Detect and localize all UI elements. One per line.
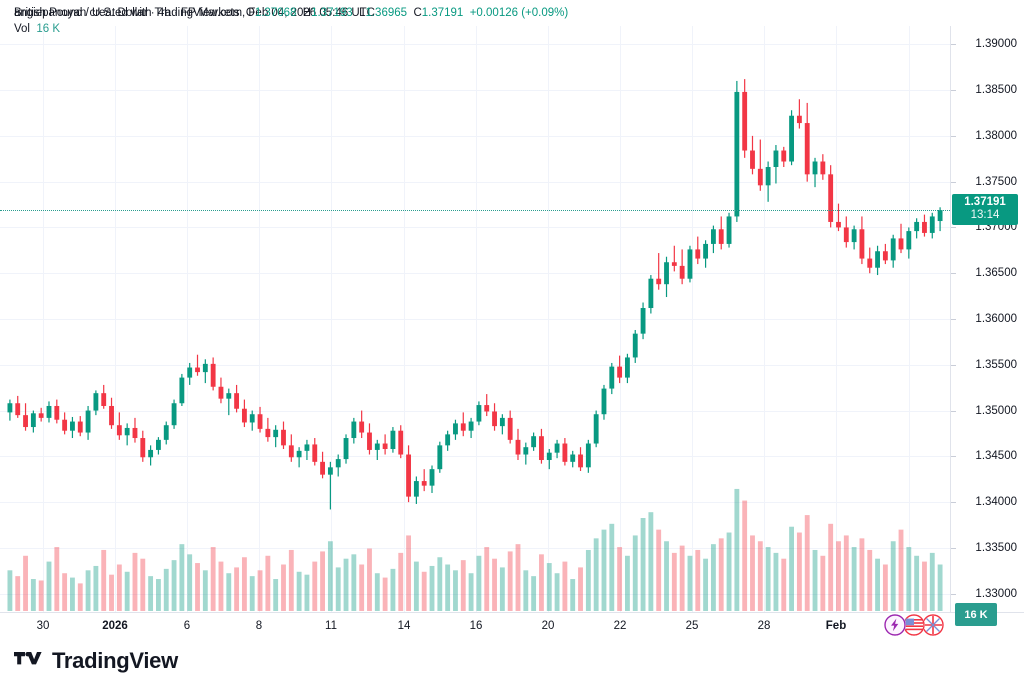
price-axis-tick-mark — [951, 136, 956, 137]
price-axis-tick-label: 1.36000 — [975, 313, 1017, 325]
uk-flag-icon[interactable] — [922, 614, 944, 636]
grid-line-horizontal — [0, 502, 950, 503]
grid-line-horizontal — [0, 456, 950, 457]
grid-line-vertical — [404, 26, 405, 612]
grid-line-vertical — [548, 26, 549, 612]
grid-line-horizontal — [0, 273, 950, 274]
grid-line-vertical — [764, 26, 765, 612]
tradingview-footer: TradingView — [14, 650, 178, 672]
price-axis-tick-mark — [951, 273, 956, 274]
grid-line-horizontal — [0, 365, 950, 366]
current-price-time: 13:14 — [970, 208, 1000, 221]
price-axis-tick-mark — [951, 182, 956, 183]
price-axis-tick-label: 1.39000 — [975, 38, 1017, 51]
price-axis-tick-mark — [951, 90, 956, 91]
grid-line-vertical — [331, 26, 332, 612]
price-axis-tick-mark — [951, 594, 956, 595]
grid-line-vertical — [692, 26, 693, 612]
legend-close-value: 1.37191 — [421, 7, 464, 19]
price-axis-tick-mark — [951, 365, 956, 366]
volume-badge: 16 K — [955, 603, 997, 626]
grid-line-horizontal — [0, 136, 950, 137]
time-axis-tick-label: Feb — [825, 620, 847, 632]
grid-line-horizontal — [0, 90, 950, 91]
time-axis-tick-label: 8 — [255, 620, 263, 632]
price-plot-area[interactable] — [0, 26, 950, 612]
price-axis-tick-mark — [951, 548, 956, 549]
price-axis[interactable]: 1.39000 1.38500 1.38000 1.37500 1.37000 1.365… — [950, 26, 1024, 626]
tradingview-wordmark: TradingView — [52, 648, 178, 673]
economic-event-icon[interactable] — [884, 614, 906, 636]
time-axis-tick-label: 30 — [36, 620, 50, 632]
price-axis-tick-mark — [951, 502, 956, 503]
current-price-badge: 1.37191 13:14 — [952, 193, 1018, 225]
grid-line-horizontal — [0, 319, 950, 320]
grid-line-vertical — [187, 26, 188, 612]
grid-line-horizontal — [0, 594, 950, 595]
grid-line-horizontal — [0, 548, 950, 549]
grid-line-horizontal — [0, 411, 950, 412]
time-axis-tick-label: 14 — [397, 620, 411, 632]
price-axis-tick-label: 1.33500 — [975, 541, 1017, 554]
legend-change: +0.00126 (+0.09%) — [469, 7, 569, 19]
price-axis-tick-mark — [951, 411, 956, 412]
time-axis-tick-label: 20 — [541, 620, 555, 632]
grid-line-vertical — [259, 26, 260, 612]
price-axis-tick-label: 1.35000 — [975, 404, 1017, 417]
grid-line-vertical — [115, 26, 116, 612]
price-axis-tick-label: 1.37500 — [975, 175, 1017, 188]
price-axis-tick-label: 1.36500 — [975, 267, 1017, 280]
grid-line-vertical — [909, 26, 910, 612]
price-axis-tick-label: 1.38000 — [975, 129, 1017, 142]
grid-line-vertical — [620, 26, 621, 612]
attribution-text: angiepanoyan created with TradingView.co… — [14, 7, 375, 19]
chart-container[interactable]: 1.39000 1.38500 1.38000 1.37500 1.37000 1.365… — [0, 26, 1024, 639]
candlestick-series — [7, 79, 943, 612]
price-axis-tick-label: 1.34500 — [975, 450, 1017, 463]
grid-line-horizontal — [0, 44, 950, 45]
price-axis-tick-label: 1.33000 — [975, 587, 1017, 600]
price-axis-tick-mark — [951, 319, 956, 320]
price-axis-tick-mark — [951, 456, 956, 457]
volume-badge-value: 16 K — [964, 609, 988, 621]
price-axis-tick-label: 1.38500 — [975, 84, 1017, 97]
price-axis-tick-label: 1.35500 — [975, 358, 1017, 371]
time-axis-tick-label: 6 — [183, 620, 191, 632]
time-axis-tick-label: 2026 — [102, 620, 128, 632]
current-price-line — [0, 210, 950, 211]
time-axis-tick-label: 22 — [613, 620, 627, 632]
price-axis-tick-mark — [951, 44, 956, 45]
time-axis-tick-label: 11 — [325, 620, 337, 632]
grid-line-vertical — [43, 26, 44, 612]
time-axis-tick-label: 28 — [757, 620, 771, 632]
time-axis[interactable]: 3020266811141620222528Feb4 — [0, 612, 1024, 639]
us-flag-icon[interactable] — [903, 614, 925, 636]
grid-line-horizontal — [0, 227, 950, 228]
grid-line-vertical — [836, 26, 837, 612]
time-axis-tick-label: 16 — [469, 620, 483, 632]
price-axis-tick-label: 1.34000 — [975, 496, 1017, 509]
time-axis-tick-label: 25 — [685, 620, 699, 632]
current-price-value: 1.37191 — [964, 195, 1006, 208]
tradingview-logo-icon — [14, 651, 42, 664]
legend-close-label: C — [413, 7, 422, 19]
price-axis-tick-mark — [951, 227, 956, 228]
grid-line-horizontal — [0, 182, 950, 183]
grid-line-vertical — [476, 26, 477, 612]
